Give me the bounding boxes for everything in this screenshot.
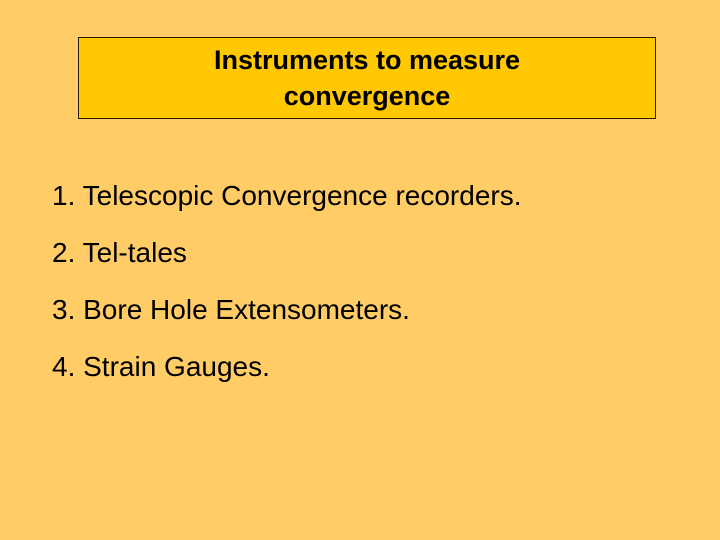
list-item: 3. Bore Hole Extensometers. bbox=[52, 294, 410, 325]
list-item: 4. Strain Gauges. bbox=[52, 351, 270, 382]
title-line-2: convergence bbox=[283, 81, 451, 111]
list-item: 2. Tel-tales bbox=[52, 237, 187, 268]
title-line-1: Instruments to measure bbox=[213, 45, 521, 75]
list-item: 1. Telescopic Convergence recorders. bbox=[52, 180, 522, 211]
title-box: Instruments to measure convergence bbox=[78, 37, 656, 119]
bullet-list: 1. Telescopic Convergence recorders. 2. … bbox=[52, 176, 672, 404]
